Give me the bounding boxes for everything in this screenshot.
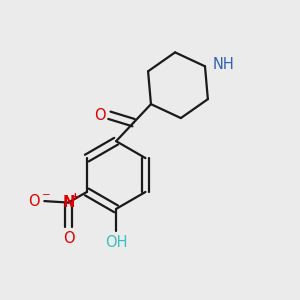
Text: NH: NH [212, 57, 234, 72]
Text: O: O [28, 194, 40, 208]
Text: O: O [63, 231, 74, 246]
Text: −: − [42, 190, 51, 200]
Text: +: + [70, 192, 79, 202]
Text: OH: OH [105, 235, 128, 250]
Text: N: N [62, 195, 75, 210]
Text: O: O [94, 108, 106, 123]
